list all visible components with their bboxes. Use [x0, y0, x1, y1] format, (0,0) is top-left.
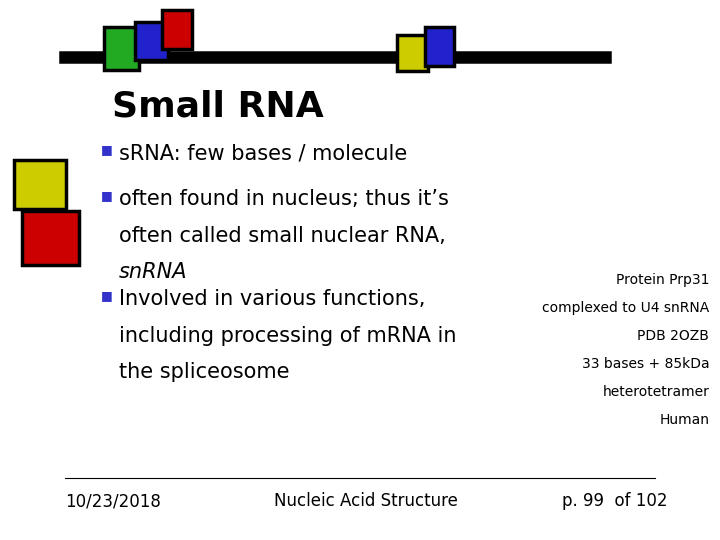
Bar [397, 35, 428, 71]
Text: sRNA: few bases / molecule: sRNA: few bases / molecule [119, 143, 407, 163]
Text: PDB 2OZB: PDB 2OZB [637, 329, 709, 343]
Text: ■: ■ [101, 189, 112, 202]
Text: complexed to U4 snRNA: complexed to U4 snRNA [542, 301, 709, 315]
Text: Involved in various functions,: Involved in various functions, [119, 289, 426, 309]
Text: Nucleic Acid Structure: Nucleic Acid Structure [274, 492, 457, 510]
Text: 10/23/2018: 10/23/2018 [65, 492, 161, 510]
Text: Small RNA: Small RNA [112, 89, 323, 123]
Text: including processing of mRNA in: including processing of mRNA in [119, 326, 456, 346]
Text: snRNA: snRNA [119, 262, 187, 282]
Text: p. 99  of 102: p. 99 of 102 [562, 492, 667, 510]
Text: often found in nucleus; thus it’s: often found in nucleus; thus it’s [119, 189, 449, 209]
Bar [425, 27, 454, 66]
Bar [104, 27, 139, 70]
Bar [135, 22, 168, 60]
Text: ■: ■ [101, 289, 112, 302]
Text: Human: Human [660, 413, 709, 427]
Text: the spliceosome: the spliceosome [119, 362, 289, 382]
Text: 33 bases + 85kDa: 33 bases + 85kDa [582, 357, 709, 371]
Bar [22, 211, 79, 265]
Text: heterotetramer: heterotetramer [603, 385, 709, 399]
Bar [14, 160, 66, 209]
Text: often called small nuclear RNA,: often called small nuclear RNA, [119, 226, 446, 246]
Text: Protein Prp31: Protein Prp31 [616, 273, 709, 287]
Bar [162, 10, 192, 49]
Text: ■: ■ [101, 143, 112, 156]
